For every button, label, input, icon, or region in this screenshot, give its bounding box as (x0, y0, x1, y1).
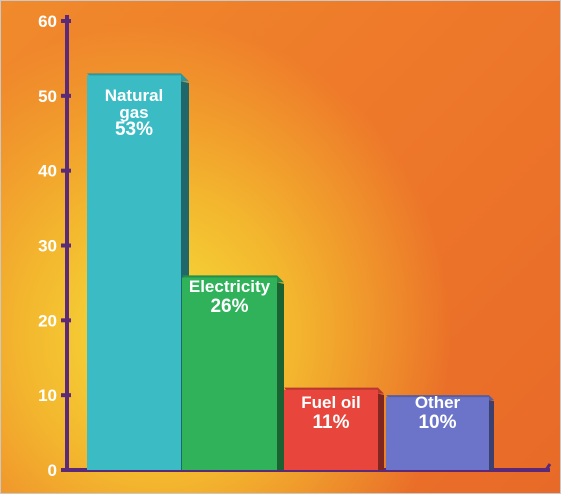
bar-category-label: gas (119, 103, 148, 122)
y-tick-label: 50 (38, 87, 57, 106)
bar-category-label: Fuel oil (301, 393, 361, 412)
y-tick-label: 0 (48, 461, 57, 480)
bar (182, 277, 277, 470)
bar-value-label: 11% (313, 412, 350, 433)
y-tick-label: 10 (38, 386, 57, 405)
y-tick-label: 60 (38, 12, 57, 31)
bar-value-label: 53% (115, 119, 153, 140)
bar (87, 75, 181, 470)
x-axis-end-mark (544, 463, 552, 471)
bar-value-label: 26% (210, 296, 248, 317)
y-tick-label: 30 (38, 237, 57, 256)
y-tick-label: 20 (38, 311, 57, 330)
y-tick-label: 40 (38, 162, 57, 181)
bar (284, 389, 378, 470)
bar (386, 397, 489, 470)
bar-side (378, 393, 384, 470)
bar-category-label: Natural (105, 86, 164, 105)
bar-side (489, 400, 494, 470)
bar-category-label: Electricity (189, 277, 271, 296)
bar-side (277, 282, 284, 470)
bar-category-label: Other (415, 393, 461, 412)
bar-value-label: 10% (418, 412, 456, 433)
bars (87, 73, 494, 470)
